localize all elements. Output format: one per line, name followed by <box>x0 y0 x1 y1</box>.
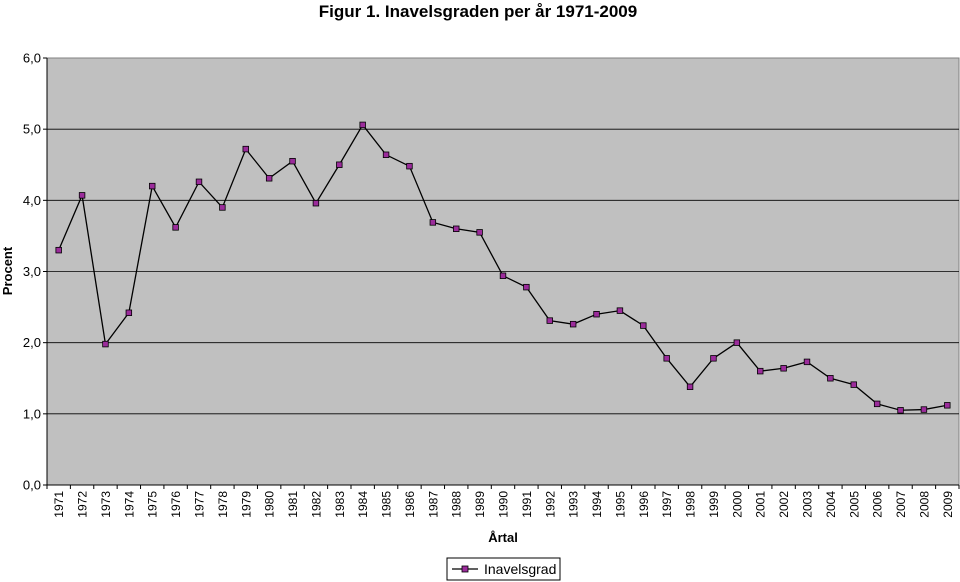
y-tick-label: 6,0 <box>23 51 41 66</box>
x-tick-label: 1985 <box>380 491 394 518</box>
y-tick-label: 0,0 <box>23 478 41 493</box>
x-tick-label: 1996 <box>637 491 651 518</box>
x-tick-label: 1971 <box>52 491 66 518</box>
data-point <box>850 381 857 388</box>
data-point <box>733 339 741 346</box>
x-tick-label: 1995 <box>613 491 627 518</box>
y-axis: 0,0 1,0 2,0 3,0 4,0 5,0 6,0 <box>23 51 48 493</box>
data-point <box>663 355 670 362</box>
data-point <box>920 406 928 413</box>
x-tick-label: 2007 <box>894 491 908 518</box>
data-point <box>453 225 460 232</box>
x-tick-label: 1998 <box>684 491 698 518</box>
x-tick-label: 1986 <box>403 491 417 518</box>
x-tick-label: 1980 <box>263 491 277 518</box>
y-tick-label: 1,0 <box>23 406 41 421</box>
x-tick-label: 2009 <box>941 491 955 518</box>
x-tick-label: 2008 <box>917 491 931 518</box>
x-tick-label: 1991 <box>520 491 534 518</box>
x-tick-label: 1993 <box>567 491 581 518</box>
x-tick-label: 1974 <box>122 491 136 518</box>
x-tick-label: 1984 <box>356 491 370 518</box>
legend-box <box>446 557 561 581</box>
data-point <box>616 307 624 314</box>
data-point <box>757 367 764 375</box>
x-tick-label: 1976 <box>169 491 183 518</box>
data-point <box>406 162 413 170</box>
data-point <box>710 355 717 362</box>
data-point <box>149 182 156 190</box>
data-point <box>873 400 881 408</box>
data-point <box>382 151 390 158</box>
data-point <box>55 246 62 254</box>
x-tick-label: 1989 <box>473 491 487 518</box>
y-axis-title: Procent <box>0 246 15 295</box>
data-point <box>125 309 133 316</box>
x-tick-label: 2006 <box>871 491 885 518</box>
data-point <box>336 161 343 168</box>
data-point <box>897 407 904 414</box>
series-inavelsgrad <box>55 121 951 414</box>
x-tick-label: 2004 <box>824 491 838 518</box>
x-tick-label: 2000 <box>730 491 744 518</box>
x-tick-label: 1999 <box>707 491 721 518</box>
data-point <box>312 199 320 207</box>
data-point <box>265 175 273 182</box>
x-tick-label: 2005 <box>847 491 861 518</box>
x-tick-label: 1988 <box>450 491 464 518</box>
x-tick-label: 1987 <box>426 491 440 518</box>
data-point <box>289 157 296 165</box>
y-tick-label: 4,0 <box>23 193 41 208</box>
x-axis: 1971 1972 1973 1974 1975 1976 1977 1978 1979 1980… <box>46 484 960 518</box>
x-tick-label: 1981 <box>286 491 300 518</box>
legend-label: Inavelsgrad <box>484 561 556 577</box>
x-tick-label: 1994 <box>590 491 604 518</box>
data-point <box>803 358 811 366</box>
y-tick-label: 5,0 <box>23 122 41 137</box>
x-tick-label: 1982 <box>309 491 323 518</box>
data-point <box>78 192 86 199</box>
x-axis-title: Årtal <box>488 530 518 545</box>
data-point <box>476 229 483 236</box>
data-point <box>499 272 507 279</box>
data-point <box>195 178 203 186</box>
y-tick-label: 3,0 <box>23 264 41 279</box>
x-tick-label: 2003 <box>801 491 815 518</box>
x-tick-label: 1973 <box>99 491 113 518</box>
x-tick-label: 1997 <box>660 491 674 518</box>
x-tick-label: 1990 <box>497 491 511 518</box>
x-tick-label: 1978 <box>216 491 230 518</box>
data-point <box>523 283 530 291</box>
data-point <box>686 383 694 390</box>
data-point <box>429 219 437 226</box>
data-point <box>359 121 366 129</box>
data-point <box>827 375 834 382</box>
x-tick-label: 2001 <box>754 491 768 518</box>
data-point <box>569 320 577 328</box>
x-tick-label: 1975 <box>146 491 160 518</box>
data-point <box>242 145 249 153</box>
data-point <box>780 365 787 372</box>
legend: Inavelsgrad <box>446 557 561 581</box>
data-point <box>640 322 647 329</box>
y-tick-label: 2,0 <box>23 335 41 350</box>
chart-title: Figur 1. Inavelsgraden per år 1971-2009 <box>319 2 637 21</box>
x-tick-label: 1983 <box>333 491 347 518</box>
data-point <box>944 402 951 409</box>
x-tick-label: 1979 <box>239 491 253 518</box>
data-point <box>593 310 600 318</box>
x-tick-label: 1992 <box>543 491 557 518</box>
x-tick-label: 1977 <box>193 491 207 518</box>
x-tick-label: 1972 <box>76 491 90 518</box>
x-tick-label: 2002 <box>777 491 791 518</box>
legend-marker <box>461 565 469 573</box>
data-point <box>172 224 179 231</box>
grid-lines <box>47 128 959 415</box>
data-point <box>546 317 553 324</box>
data-point <box>102 340 109 348</box>
data-point <box>219 204 226 211</box>
